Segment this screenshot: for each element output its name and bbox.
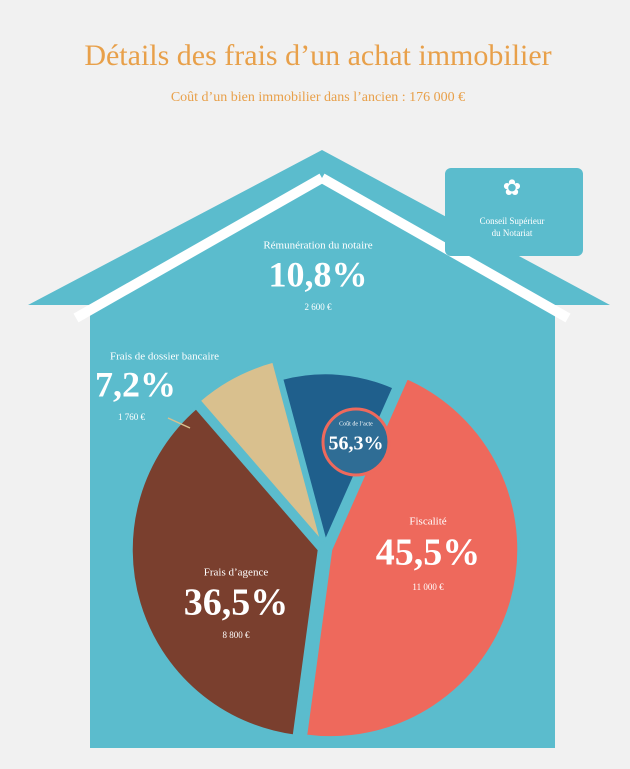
slice-amount: 2 600 € <box>305 302 333 312</box>
slice-name: Frais de dossier bancaire <box>110 351 219 363</box>
slice-amount: 8 800 € <box>223 630 251 640</box>
slice-value-label: 10,8% <box>269 254 368 294</box>
slice-name: Frais d’agence <box>204 567 269 579</box>
slice-amount: 1 760 € <box>118 412 146 422</box>
center-label: Coût de l’acte <box>339 421 373 427</box>
slice-name: Rémunération du notaire <box>263 240 372 252</box>
slice-value-label: 36,5% <box>184 582 289 624</box>
slice-value-label: 45,5% <box>376 532 481 574</box>
center-value: 56,3% <box>329 433 384 455</box>
chart-subtitle: Coût d’un bien immobilier dans l’ancien … <box>171 90 465 105</box>
chart-title: Détails des frais d’un achat immobilier <box>84 39 551 72</box>
slice-amount: 11 000 € <box>412 582 444 592</box>
logo-text: du Notariat <box>492 228 533 238</box>
slice-name: Fiscalité <box>409 516 446 528</box>
logo-text: Conseil Supérieur <box>480 216 545 226</box>
logo-icon: ✿ <box>503 175 521 200</box>
slice-value-label: 7,2% <box>95 364 176 404</box>
infographic: Détails des frais d’un achat immobilier … <box>0 0 630 769</box>
